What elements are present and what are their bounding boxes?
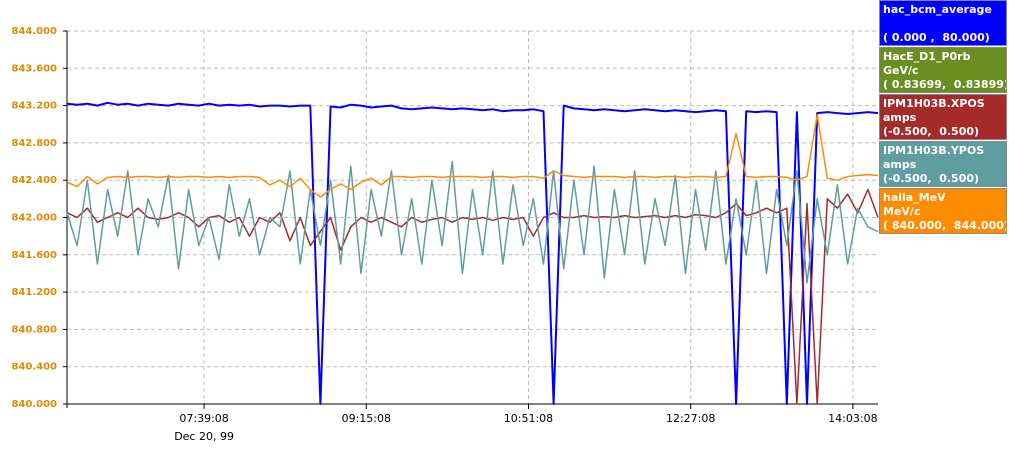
- legend-range: ( 840.000, 844.000): [883, 219, 1007, 232]
- legend-range: ( 0.000 , 80.000): [883, 31, 990, 44]
- legend-name: IPM1H03B.XPOS: [883, 97, 985, 110]
- legend-unit: [883, 17, 1003, 31]
- series-line: [66, 160, 879, 284]
- y-tick-label: 840.000: [11, 399, 57, 410]
- legend-entry: IPM1H03B.XPOS amps (-0.500, 0.500): [879, 94, 1007, 140]
- x-tick-label: 07:39:08: [179, 412, 228, 425]
- legend: hac_bcm_average ( 0.000 , 80.000) HacE_D1…: [879, 0, 1007, 235]
- x-tick-label: 09:15:08: [342, 412, 391, 425]
- legend-range: (-0.500, 0.500): [883, 125, 980, 138]
- y-tick-label: 843.600: [11, 63, 57, 74]
- legend-name: halla_MeV: [883, 191, 946, 204]
- x-tick-label: 12:27:08: [666, 412, 715, 425]
- series-line: [66, 188, 879, 405]
- date-label: Dec 20, 99: [174, 430, 234, 443]
- legend-name: IPM1H03B.YPOS: [883, 144, 985, 157]
- y-tick-label: 841.200: [11, 287, 57, 298]
- x-tick-label: 14:03:08: [828, 412, 877, 425]
- legend-name: hac_bcm_average: [883, 3, 992, 16]
- legend-unit: MeV/c: [883, 205, 921, 218]
- legend-unit: amps: [883, 111, 917, 124]
- legend-entry: halla_MeV MeV/c( 840.000, 844.000): [879, 188, 1007, 234]
- chart: 840.000 840.400 840.800 841.200 841.600 842.0…: [11, 26, 879, 443]
- legend-unit: GeV/c: [883, 64, 919, 77]
- y-tick-label: 844.000: [11, 26, 57, 37]
- y-tick-label: 840.800: [11, 324, 57, 335]
- legend-entry: HacE_D1_P0rb GeV/c( 0.83699, 0.83899): [879, 47, 1007, 93]
- legend-entry: IPM1H03B.YPOS amps (-0.500, 0.500): [879, 141, 1007, 187]
- legend-name: HacE_D1_P0rb: [883, 50, 971, 63]
- series-line: [66, 101, 879, 405]
- x-tick-label: 10:51:08: [504, 412, 553, 425]
- legend-range: ( 0.83699, 0.83899): [883, 78, 1007, 91]
- y-tick-label: 842.800: [11, 138, 57, 149]
- legend-unit: amps: [883, 158, 917, 171]
- y-tick-label: 842.400: [11, 175, 57, 186]
- y-tick-label: 842.000: [11, 213, 57, 224]
- y-tick-label: 841.600: [11, 250, 57, 261]
- legend-range: (-0.500, 0.500): [883, 172, 980, 185]
- legend-entry: hac_bcm_average ( 0.000 , 80.000): [879, 0, 1007, 46]
- series-line: [66, 114, 879, 198]
- y-tick-label: 843.200: [11, 101, 57, 112]
- y-tick-label: 840.400: [11, 362, 57, 373]
